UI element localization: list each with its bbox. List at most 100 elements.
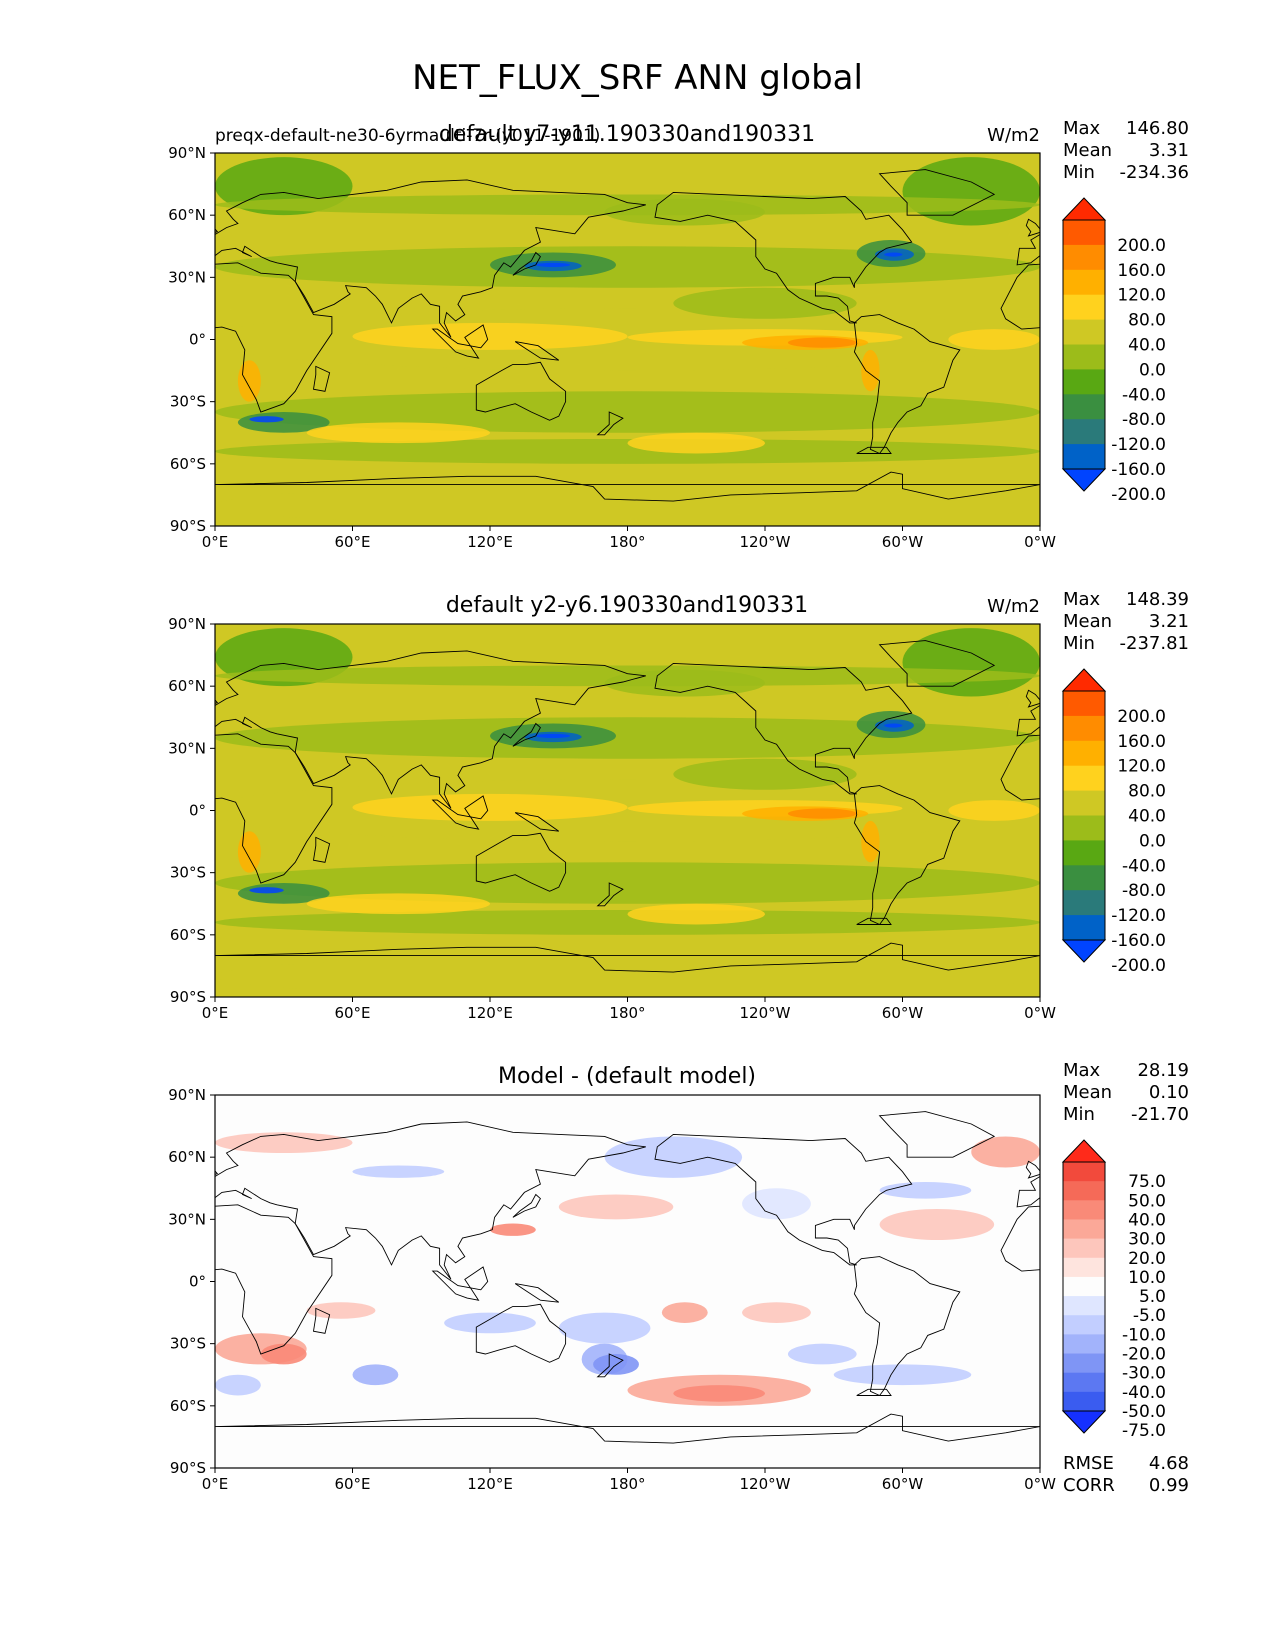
field-patch [215,391,1040,433]
coastline [1025,689,1040,708]
stat-value-mean: 3.31 [1149,140,1189,161]
colorbar-extend-min [1061,1410,1107,1434]
colorbar-segment [1063,740,1105,767]
field-patch [558,1194,674,1220]
field-patch [215,194,1040,216]
coastline [1025,218,1040,237]
x-tick-label: 180° [609,1004,645,1022]
colorbar-label: 0.0 [1139,831,1166,851]
colorbar-label: -120.0 [1111,906,1166,926]
x-tick-label: 60°W [882,1004,924,1022]
colorbar-segment [1063,840,1105,866]
colorbar-segment [1063,1372,1105,1393]
field-patch [861,820,880,863]
x-tick-label: 60°E [334,533,370,551]
y-tick-label: 60°S [170,926,206,944]
field-patch [879,1208,995,1241]
colorbar: 200.0 160.0 120.0 80.0 40.0 0.0 -40.0 -80.0 -120… [1061,668,1166,976]
field-patch [593,1354,639,1375]
panel-title: default y2-y6.190330and190331 [446,593,808,618]
field-patch [249,887,284,894]
y-tick-label: 30°N [168,739,206,757]
colorbar: 200.0 160.0 120.0 80.0 40.0 0.0 -40.0 -80.0 -120… [1061,197,1166,505]
colorbar-segment [1063,1257,1105,1278]
coastline [215,179,646,338]
coastline [853,314,961,455]
field-patch [215,862,1040,904]
y-tick-label: 30°N [168,268,206,286]
colorbar-label: -200.0 [1111,956,1166,976]
x-tick-label: 120°W [740,1004,791,1022]
coastline [514,1283,560,1303]
field-patch [306,422,490,444]
field-patch [948,800,1040,821]
field-patch [673,1385,766,1402]
coastline [878,169,996,216]
y-tick-label: 60°N [168,677,206,695]
panel-units: W/m2 [987,125,1040,146]
coastline [596,1353,624,1378]
y-tick-label: 60°N [168,1148,206,1166]
colorbar-segment [1063,244,1105,271]
coastline [312,1307,331,1334]
x-tick-label: 0°E [202,1004,229,1022]
coastline [856,1388,892,1396]
panel-title: default y7-y11.190330and190331 [439,122,815,147]
colorbar-label: -200.0 [1111,485,1166,505]
figure-title: NET_FLUX_SRF ANN global [412,58,863,98]
colorbar-label: -40.0 [1122,385,1166,405]
map-field [215,1095,1040,1468]
x-tick-label: 120°E [467,1475,513,1493]
coastline [215,262,333,413]
colorbar-label: -160.0 [1111,460,1166,480]
x-tick-label: 180° [609,533,645,551]
field-patch [260,1343,307,1365]
colorbar-label: -50.0 [1122,1402,1166,1422]
coastline [215,733,333,884]
x-tick-label: 120°E [467,1004,513,1022]
colorbar-segment [1063,344,1105,370]
colorbar-segment [1063,220,1105,246]
x-tick-label: 0°W [1024,533,1056,551]
x-tick-label: 60°E [334,1475,370,1493]
field-patch [306,893,490,915]
colorbar-label: -40.0 [1122,1383,1166,1403]
y-tick-label: 90°S [170,988,206,1006]
colorbar-extend-max [1061,197,1107,221]
coastline [215,1121,646,1280]
field-patch [237,831,261,873]
field-patch [249,416,284,423]
stat-value-max: 146.80 [1126,118,1189,139]
coastline [654,662,913,795]
coastline [878,640,996,687]
field-patch [742,1302,811,1323]
stat-label-min: Min [1063,162,1095,183]
field-patch [215,308,1040,371]
colorbar-label: 80.0 [1128,782,1166,802]
colorbar-segment [1063,1238,1105,1259]
coastline [514,812,560,832]
field-patch [787,337,857,348]
stat-value-max: 28.19 [1137,1060,1189,1081]
y-tick-label: 60°S [170,1397,206,1415]
colorbar-label: -75.0 [1122,1421,1166,1441]
field-patch [237,360,261,402]
field-patch [861,349,880,392]
metric-label-corr: CORR [1063,1475,1115,1496]
colorbar-label: 160.0 [1117,732,1166,752]
field-patch [627,903,765,925]
colorbar-segment [1063,1296,1105,1316]
coastline [856,917,892,925]
map-field [215,153,1040,526]
colorbar-segment [1063,1353,1105,1374]
coastline [512,722,541,747]
stat-label-mean: Mean [1063,611,1112,632]
field-patch [742,1188,811,1220]
colorbar-segment [1063,715,1105,742]
panel-units: W/m2 [987,596,1040,617]
field-patch [787,1343,857,1365]
x-tick-label: 0°W [1024,1004,1056,1022]
coastline [431,324,489,359]
colorbar-label: 160.0 [1117,261,1166,281]
coastline [596,411,624,436]
